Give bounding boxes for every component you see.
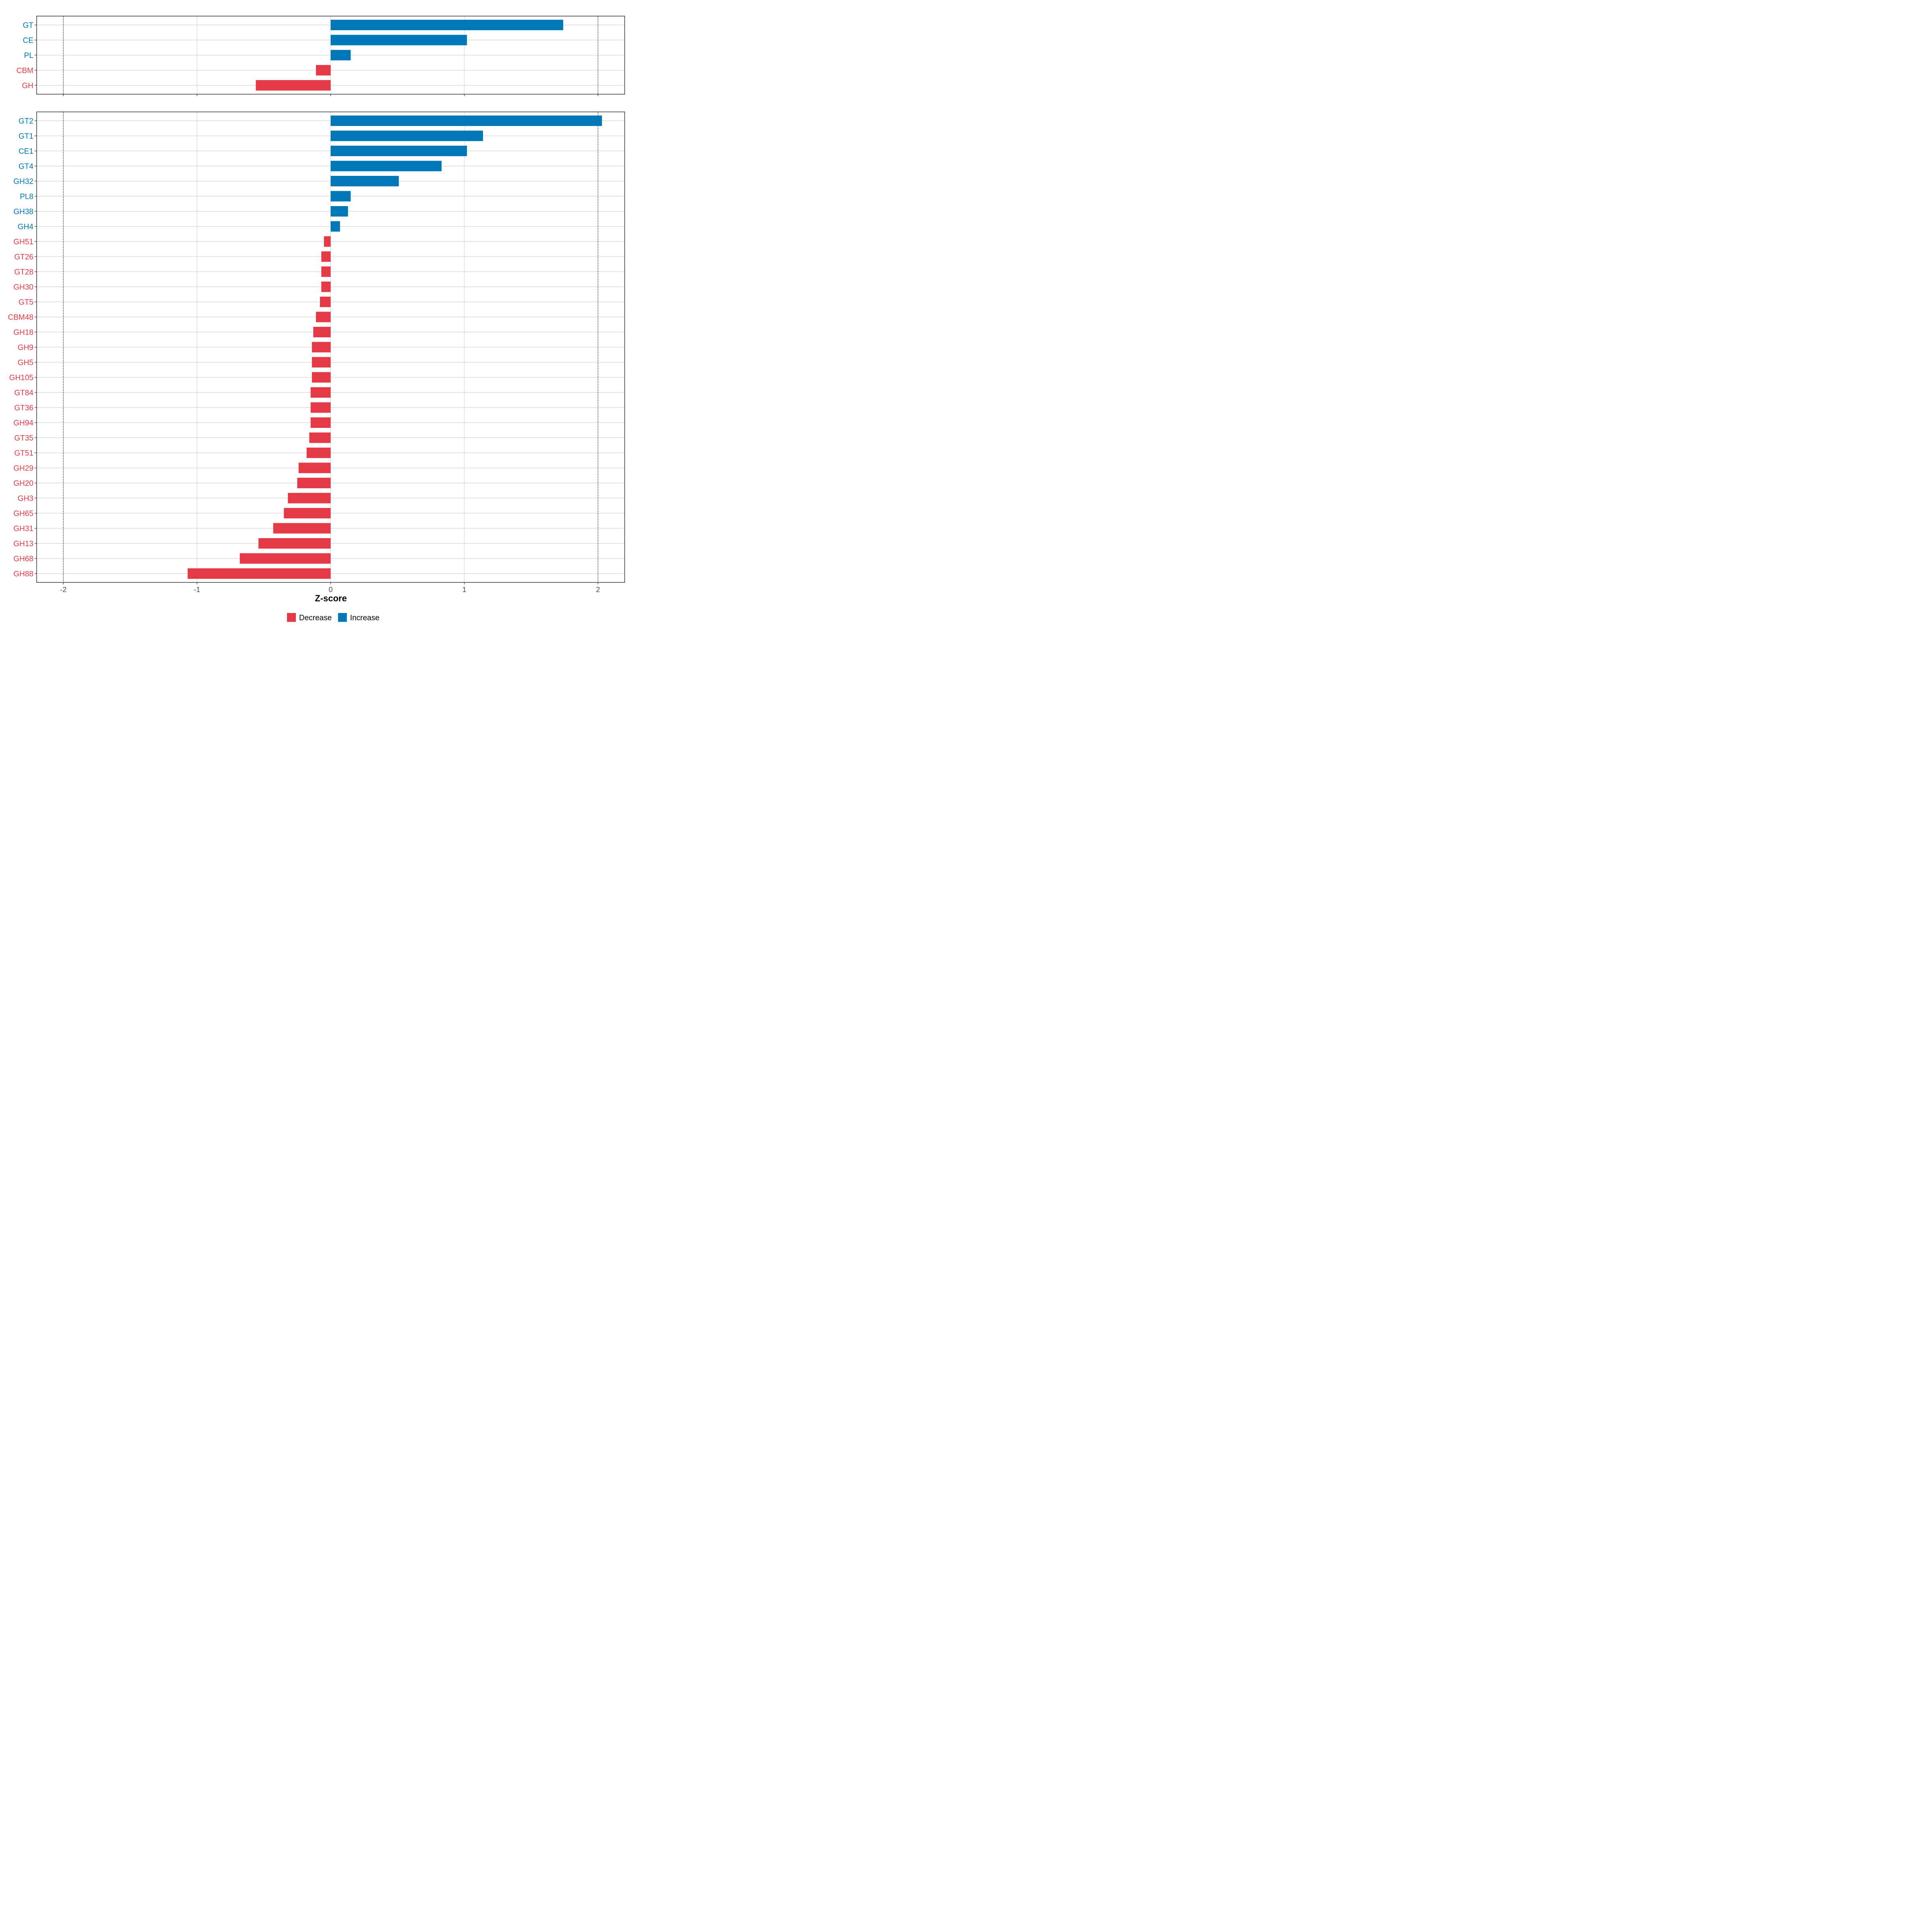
category-label: GH20 [13,479,33,488]
category-label: GT28 [14,268,33,277]
category-label: GH38 [13,208,33,216]
bar-gh29 [298,462,331,473]
bar-cbm [316,65,331,76]
x-axis-title: Z-score [315,593,347,603]
category-label: GH105 [9,374,33,382]
bar-gh13 [258,538,331,549]
category-label: GH13 [13,540,33,548]
category-label: PL8 [20,193,33,201]
bar-gh20 [297,478,331,488]
legend-label-decrease: Decrease [299,614,332,622]
bar-gh32 [330,176,399,186]
bar-gh51 [324,236,331,247]
bar-gh [256,80,331,91]
category-label: GT1 [19,132,33,141]
category-label: GT84 [14,389,33,397]
category-label: GH32 [13,178,33,186]
category-label: GT35 [14,434,33,443]
legend-key-increase [338,613,347,622]
category-label: GT26 [14,253,33,262]
category-label: GH9 [18,344,33,352]
bar-gh18 [313,327,331,337]
bar-gt4 [330,161,442,171]
bottom-panel: GT2 GT1 CE1 GT4 GH32 PL8 GH38 GH4 GH51 GT26 GT28 GH… [8,111,625,584]
category-label: GH68 [13,555,33,564]
category-label: GH3 [18,495,33,503]
bar-gh5 [312,357,331,367]
legend: Decrease Increase [287,613,380,622]
bar-gh4 [330,221,340,232]
bar-gt2 [330,116,602,126]
legend-key-decrease [287,613,296,622]
category-label: GH94 [13,419,33,427]
category-label: GH88 [13,570,33,578]
category-label: GH5 [18,359,33,367]
bar-pl [330,50,351,60]
x-tick-label: 1 [462,586,466,594]
bar-gh30 [321,281,331,292]
category-label: GT5 [19,298,33,307]
bar-ce [330,35,467,45]
bar-gh68 [239,553,331,564]
category-label: GT4 [19,163,33,171]
bar-gt35 [309,432,331,443]
category-label: GH29 [13,464,33,473]
category-label: CBM48 [8,314,33,322]
category-label: CE [23,37,33,45]
category-label: GH18 [13,328,33,337]
category-label: GH30 [13,283,33,292]
bar-gh105 [312,372,331,383]
bar-pl8 [330,191,351,202]
bar-cbm48 [316,312,331,322]
x-tick-label: -2 [60,586,66,594]
category-label: CBM [17,67,33,75]
bar-ce1 [330,146,467,156]
category-label: PL [24,52,33,60]
x-axis: -2 -1 0 1 2 [60,586,600,594]
category-label: GH4 [18,223,34,231]
bar-gh31 [273,523,331,534]
category-label: GT [23,21,34,30]
category-label: GT2 [19,117,33,126]
bar-gt5 [320,297,331,307]
category-label: CE1 [19,147,33,156]
top-panel: GT CE PL CBM GH [17,16,625,96]
category-label: GT36 [14,404,33,413]
bar-gt26 [321,251,331,262]
x-tick-label: -1 [194,586,200,594]
category-label: GH65 [13,510,33,518]
bar-gh88 [188,568,331,579]
bar-gt36 [310,402,331,413]
bar-gh9 [312,342,331,353]
x-tick-label: 2 [596,586,600,594]
bar-gt [330,20,564,30]
legend-label-increase: Increase [350,614,380,622]
bar-gt84 [310,387,331,398]
category-label: GT51 [14,449,33,458]
category-label: GH51 [13,238,33,246]
category-label: GH [22,82,34,90]
category-label: GH31 [13,525,33,533]
bar-gh65 [284,508,331,518]
x-tick-label: 0 [328,586,332,594]
bar-gh94 [310,417,331,428]
bar-gt28 [321,266,331,277]
bar-gh3 [288,493,331,504]
bar-gt1 [330,130,483,141]
bar-gh38 [330,206,348,217]
bar-gt51 [306,448,331,458]
